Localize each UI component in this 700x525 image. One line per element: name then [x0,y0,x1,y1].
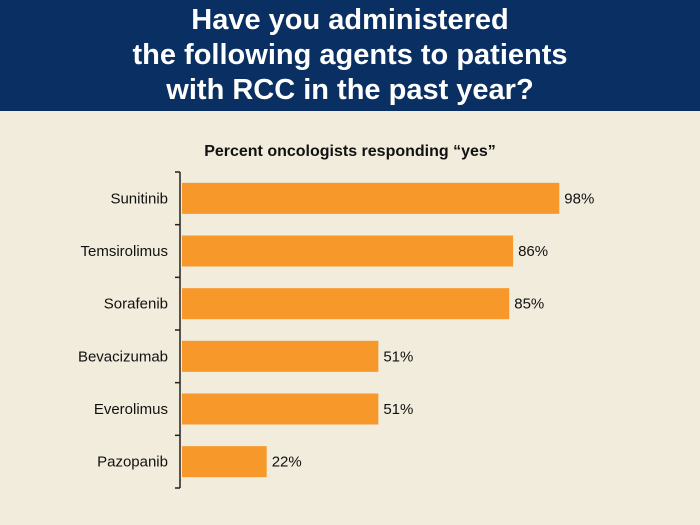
bar [182,446,267,478]
value-label: 51% [383,401,413,418]
category-label: Sunitinib [110,190,168,207]
value-label: 86% [518,243,548,260]
title-banner: Have you administered the following agen… [0,0,700,111]
bar [182,288,510,320]
category-label: Everolimus [94,401,168,418]
bar [182,340,379,372]
value-label: 85% [514,296,544,313]
y-axis-ticks [175,171,180,489]
value-label: 22% [272,454,302,471]
bar [182,393,379,425]
chart-title: Have you administered the following agen… [132,4,568,106]
category-label: Sorafenib [104,296,168,313]
category-label: Temsirolimus [80,243,168,260]
bar [182,235,514,267]
chart-subtitle: Percent oncologists responding “yes” [204,143,496,160]
value-label: 98% [564,190,594,207]
category-label: Bevacizumab [78,348,168,365]
category-label: Pazopanib [97,454,168,471]
value-label: 51% [383,348,413,365]
value-labels: 98% 86% 85% 51% 51% 22% [272,190,595,470]
bars [182,182,560,478]
bar [182,182,560,214]
category-labels: Sunitinib Temsirolimus Sorafenib Bevacizuma… [78,190,168,470]
